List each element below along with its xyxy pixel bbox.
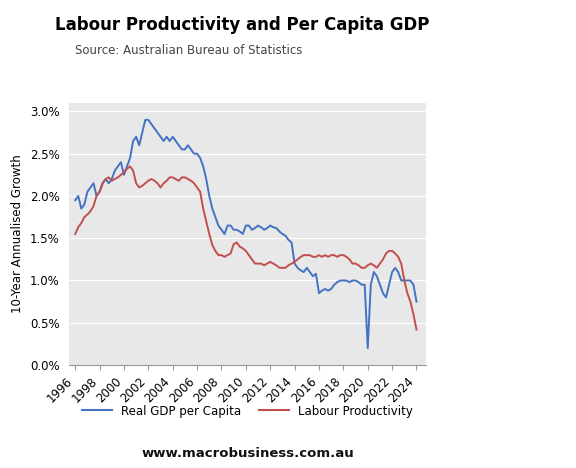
Line: Real GDP per Capita: Real GDP per Capita xyxy=(75,120,416,348)
Labour Productivity xyxy=(392,251,399,256)
Y-axis label: 10-Year Annualised Growth: 10-Year Annualised Growth xyxy=(11,154,24,314)
Text: Source: Australian Bureau of Statistics: Source: Australian Bureau of Statistics xyxy=(75,44,302,58)
Line: Labour Productivity: Labour Productivity xyxy=(75,166,416,329)
Text: Labour Productivity and Per Capita GDP: Labour Productivity and Per Capita GDP xyxy=(55,16,429,34)
Labour Productivity xyxy=(413,327,420,332)
Labour Productivity xyxy=(358,265,365,271)
Real GDP per Capita xyxy=(413,299,420,305)
Labour Productivity xyxy=(127,163,134,169)
Real GDP per Capita xyxy=(184,142,191,148)
Real GDP per Capita xyxy=(81,202,88,207)
Labour Productivity xyxy=(81,214,88,220)
Labour Productivity xyxy=(331,252,338,258)
Real GDP per Capita xyxy=(395,269,401,275)
Real GDP per Capita xyxy=(72,197,79,203)
Real GDP per Capita xyxy=(84,189,91,195)
Real GDP per Capita xyxy=(364,345,371,351)
Labour Productivity xyxy=(84,212,91,217)
Text: www.macrobusiness.com.au: www.macrobusiness.com.au xyxy=(141,446,354,460)
Real GDP per Capita xyxy=(142,117,149,123)
Text: BUSINESS: BUSINESS xyxy=(469,50,530,60)
Labour Productivity xyxy=(72,231,79,237)
Labour Productivity xyxy=(184,176,191,182)
Real GDP per Capita xyxy=(358,282,365,287)
Real GDP per Capita xyxy=(331,282,338,287)
Legend: Real GDP per Capita, Labour Productivity: Real GDP per Capita, Labour Productivity xyxy=(78,400,418,422)
Text: MACRO: MACRO xyxy=(472,23,527,36)
